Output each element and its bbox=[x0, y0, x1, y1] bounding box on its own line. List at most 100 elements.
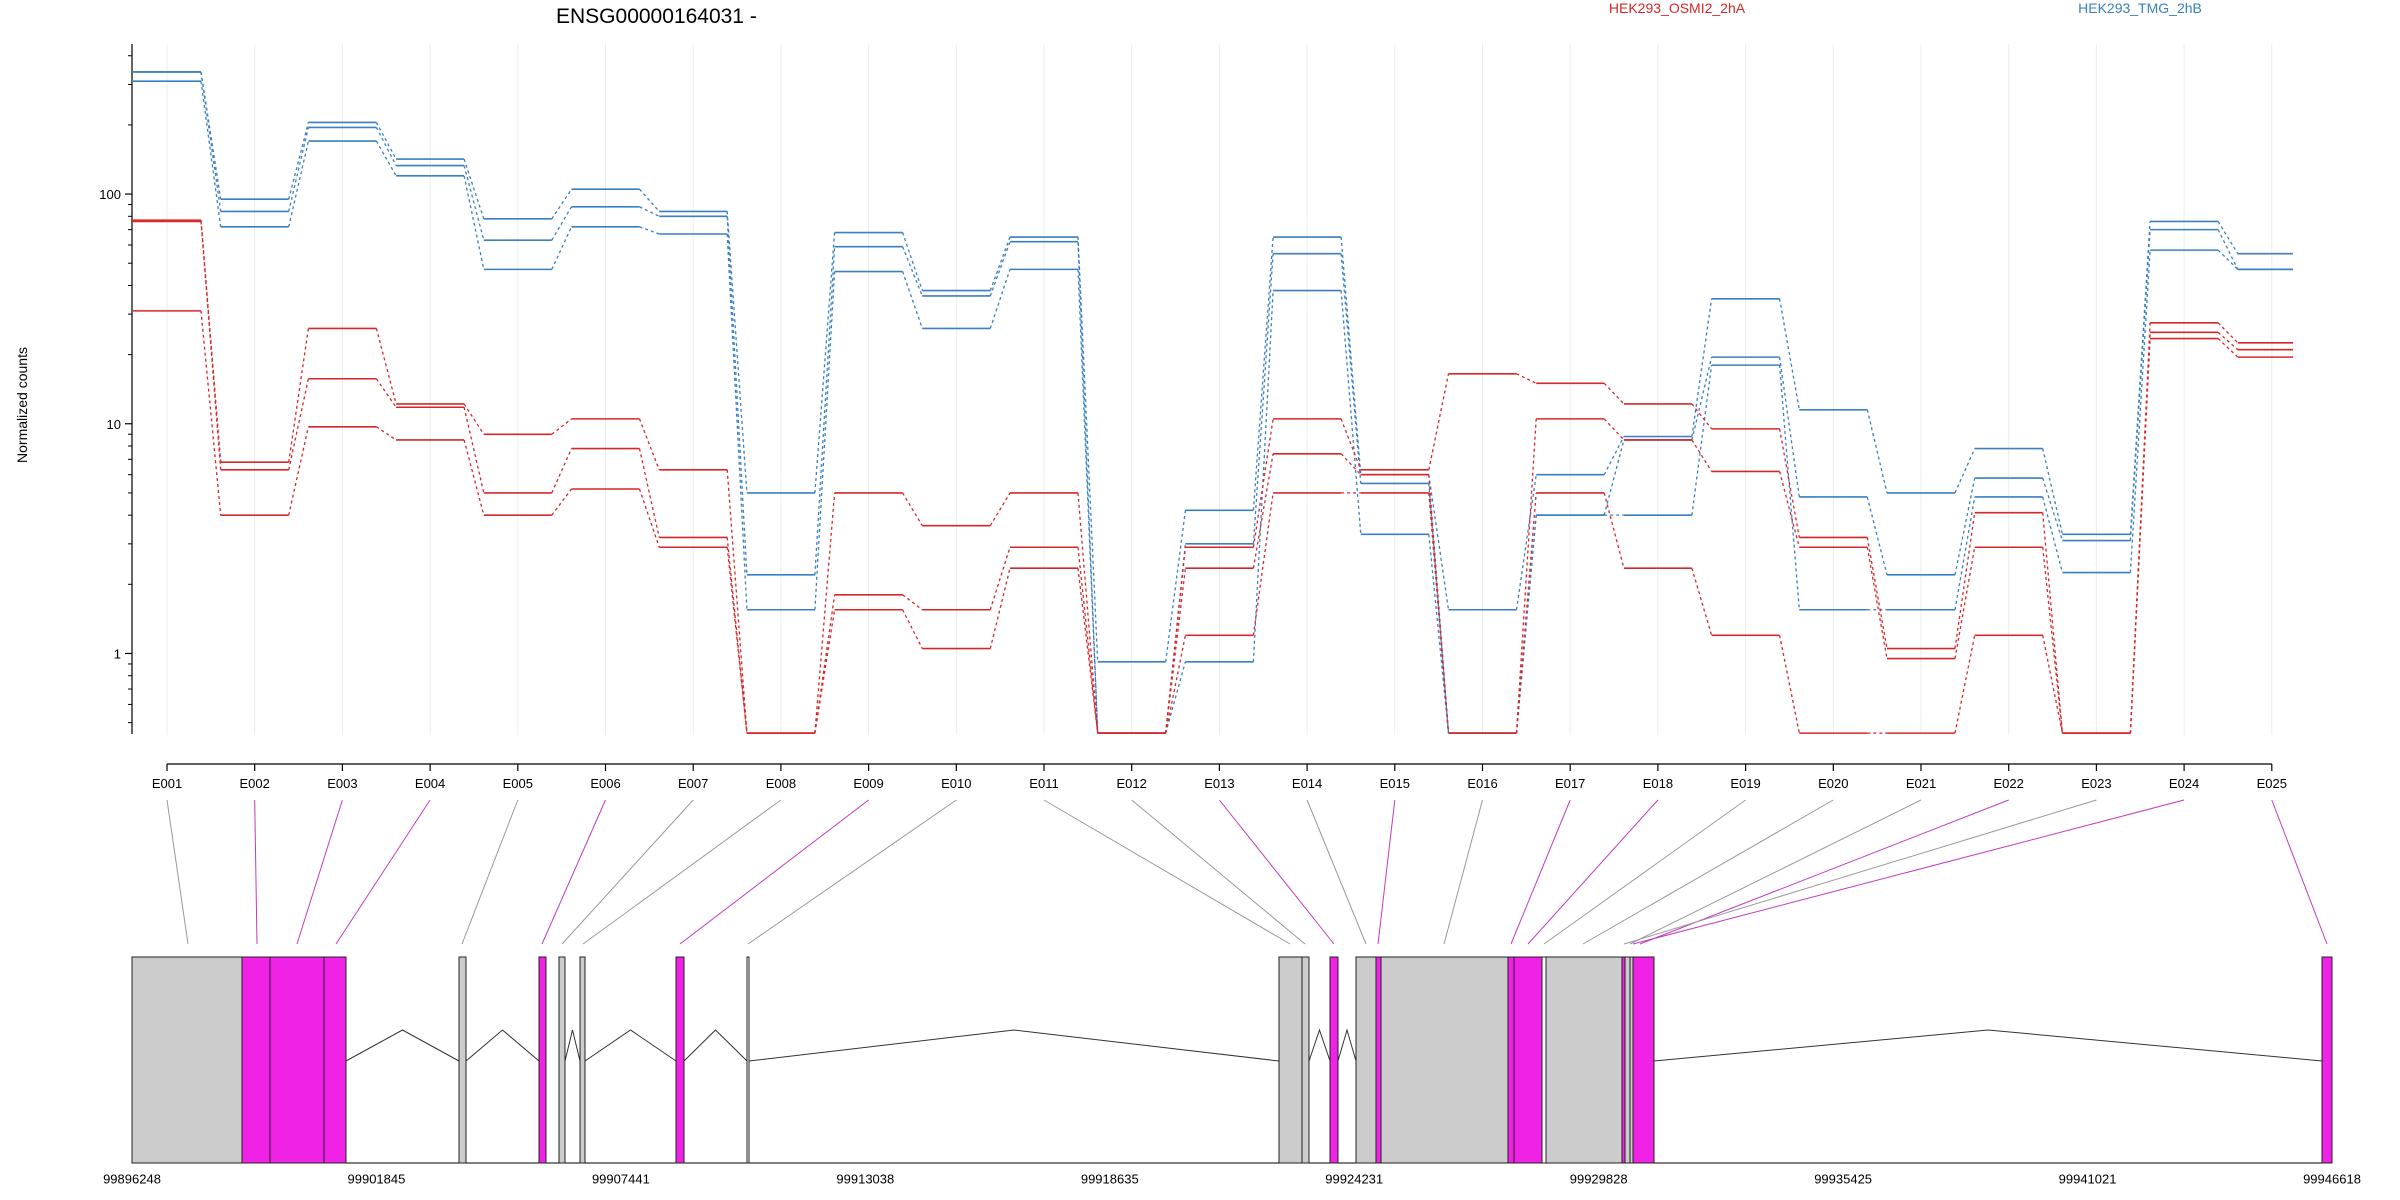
series-connector bbox=[2217, 338, 2239, 358]
intron-line bbox=[748, 1029, 1280, 1062]
coordinate-label: 99913038 bbox=[836, 1172, 894, 1187]
series-connector bbox=[1603, 439, 1625, 516]
x-tick-label-e023: E023 bbox=[2081, 776, 2111, 791]
y-tick-label: 100 bbox=[99, 187, 121, 202]
series-connector bbox=[288, 122, 310, 200]
series-connector bbox=[1866, 547, 1888, 659]
exon-block-e012 bbox=[1301, 956, 1310, 1164]
series-connector bbox=[551, 488, 573, 516]
series-connector bbox=[639, 206, 660, 217]
series-osmi2-4 bbox=[132, 219, 2293, 734]
series-connector bbox=[989, 547, 1011, 610]
series-connector bbox=[1428, 492, 1450, 734]
gene-model bbox=[131, 956, 2333, 1164]
y-axis-label: Normalized counts bbox=[14, 347, 30, 463]
exon-block-e019 bbox=[1541, 956, 1547, 1164]
y-tick-label: 10 bbox=[107, 417, 121, 432]
series-connector bbox=[1165, 510, 1187, 662]
series-connector bbox=[1866, 496, 1888, 575]
series-connector bbox=[2217, 249, 2239, 270]
series-connector bbox=[463, 439, 485, 516]
connector-e007 bbox=[561, 799, 694, 945]
series-connector bbox=[726, 233, 748, 610]
series-connector bbox=[1866, 409, 1888, 494]
series-connector bbox=[1340, 253, 1362, 484]
x-tick-label-e016: E016 bbox=[1467, 776, 1497, 791]
coordinate-label: 99929828 bbox=[1570, 1172, 1628, 1187]
connector-e017 bbox=[1510, 799, 1571, 945]
series-connector bbox=[1165, 547, 1187, 734]
genomic-coordinates: 99896248 99901845 99907441 99913038 99918635… bbox=[103, 1172, 2361, 1187]
connector-e023 bbox=[1623, 799, 2097, 945]
series-connector bbox=[902, 492, 923, 527]
series-connector bbox=[814, 594, 836, 734]
connector-e012 bbox=[1131, 799, 1306, 945]
series-connector bbox=[1340, 236, 1362, 475]
exon-block-e020 bbox=[1545, 956, 1629, 1164]
series-connector bbox=[1778, 365, 1800, 610]
series-connector bbox=[726, 216, 748, 575]
intron-line bbox=[584, 1029, 677, 1062]
series-connector bbox=[1077, 547, 1099, 734]
legend-entry-tmg: HEK293_TMG_2hB bbox=[2078, 0, 2202, 16]
series-connector bbox=[814, 609, 836, 734]
series-connector bbox=[989, 241, 1011, 297]
exon-block-e015 bbox=[1375, 956, 1382, 1164]
intron-line bbox=[345, 1029, 460, 1062]
series-connector bbox=[901, 232, 923, 291]
series-connector bbox=[901, 271, 923, 329]
series-connector bbox=[1778, 357, 1800, 498]
series-tmg-2 bbox=[132, 71, 2293, 734]
connector-e018 bbox=[1527, 799, 1659, 945]
exon-block-e024 bbox=[1621, 956, 1626, 1164]
series-connector bbox=[1165, 661, 1187, 734]
x-tick-label-e004: E004 bbox=[415, 776, 445, 791]
series-connector bbox=[1866, 537, 1888, 649]
series-connector bbox=[814, 271, 836, 610]
coordinate-label: 99907441 bbox=[592, 1172, 650, 1187]
connector-e024 bbox=[1632, 799, 2185, 945]
series-connector bbox=[288, 140, 310, 227]
series-connector bbox=[1252, 418, 1274, 548]
series-connector bbox=[902, 594, 923, 611]
series-connector bbox=[814, 246, 836, 575]
connector-e011 bbox=[1043, 799, 1291, 945]
series-connector bbox=[1603, 492, 1625, 569]
series-connector bbox=[551, 188, 573, 220]
x-tick-label-e012: E012 bbox=[1117, 776, 1147, 791]
exon-block-e011 bbox=[1278, 956, 1303, 1164]
series-connector bbox=[639, 226, 660, 235]
series-connector bbox=[1603, 436, 1625, 476]
coordinate-label: 99896248 bbox=[103, 1172, 161, 1187]
series-connector bbox=[288, 127, 310, 212]
series-connector bbox=[2217, 221, 2239, 255]
series-connector bbox=[1954, 477, 1976, 575]
series-osmi2-6 bbox=[132, 310, 2293, 734]
exon-block-e009 bbox=[675, 956, 685, 1164]
series-connector bbox=[2042, 448, 2064, 535]
series-connector bbox=[376, 426, 397, 441]
series-connector bbox=[200, 81, 222, 227]
series-connector bbox=[375, 122, 397, 160]
coordinate-label: 99918635 bbox=[1081, 1172, 1139, 1187]
series-connector bbox=[1954, 547, 1976, 659]
exon-block-e013 bbox=[1329, 956, 1339, 1164]
series-connector bbox=[1954, 496, 1976, 610]
series-connector bbox=[288, 378, 310, 470]
coordinate-label: 99924231 bbox=[1325, 1172, 1383, 1187]
exon-block-e004 bbox=[323, 956, 347, 1164]
series-connector bbox=[551, 448, 573, 494]
series-connector bbox=[2129, 250, 2151, 573]
series-connector bbox=[1954, 512, 1976, 649]
series-connector bbox=[463, 165, 485, 241]
series-connector bbox=[551, 226, 573, 270]
series-connector bbox=[726, 469, 748, 734]
series-connector bbox=[901, 246, 923, 297]
series-connector bbox=[1515, 492, 1537, 734]
series-connector bbox=[1515, 474, 1537, 610]
x-tick-label-e005: E005 bbox=[503, 776, 533, 791]
series-connector bbox=[1165, 543, 1187, 734]
series-connector bbox=[638, 448, 660, 538]
series-connector bbox=[2042, 512, 2064, 734]
exon-block-e017 bbox=[1507, 956, 1515, 1164]
